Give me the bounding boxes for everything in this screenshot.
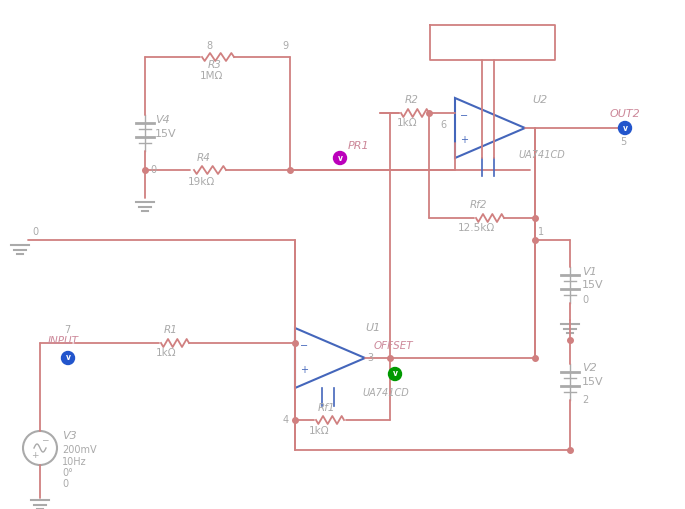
Text: R3: R3 xyxy=(208,60,222,70)
Text: 10Hz: 10Hz xyxy=(62,457,86,467)
Text: +: + xyxy=(460,135,468,145)
Text: R4: R4 xyxy=(197,153,211,163)
Text: 0°: 0° xyxy=(62,468,73,478)
Text: −: − xyxy=(460,111,468,121)
Text: Rf1: Rf1 xyxy=(318,403,336,413)
Text: 2: 2 xyxy=(582,395,588,405)
Text: 3: 3 xyxy=(367,353,373,363)
Text: v: v xyxy=(66,353,71,362)
Text: V3: V3 xyxy=(62,431,77,441)
Text: 0: 0 xyxy=(32,227,38,237)
Text: +: + xyxy=(300,365,308,375)
Text: 8: 8 xyxy=(206,41,212,51)
Text: 0: 0 xyxy=(62,479,68,489)
Text: 4: 4 xyxy=(283,415,289,425)
Text: v: v xyxy=(623,124,627,132)
Text: −: − xyxy=(41,436,49,444)
Text: 1MΩ: 1MΩ xyxy=(200,71,223,81)
Circle shape xyxy=(619,122,632,134)
Circle shape xyxy=(334,152,347,164)
Text: V1: V1 xyxy=(582,267,597,277)
Text: 15V: 15V xyxy=(155,129,177,139)
Circle shape xyxy=(388,367,401,381)
Text: UA741CD: UA741CD xyxy=(362,388,409,398)
Text: v: v xyxy=(338,154,342,162)
Text: 7: 7 xyxy=(64,325,71,335)
Text: 15V: 15V xyxy=(582,377,603,387)
Text: 1: 1 xyxy=(538,227,544,237)
Text: R1: R1 xyxy=(164,325,178,335)
Text: −: − xyxy=(300,341,308,351)
Text: V4: V4 xyxy=(155,115,170,125)
Text: Rf2: Rf2 xyxy=(470,200,488,210)
Text: 1kΩ: 1kΩ xyxy=(309,426,329,436)
Circle shape xyxy=(62,352,75,364)
Text: OUT2: OUT2 xyxy=(610,109,640,119)
Text: 15V: 15V xyxy=(582,280,603,290)
Text: v: v xyxy=(393,370,397,379)
Text: 0: 0 xyxy=(150,165,156,175)
Text: OFFSET: OFFSET xyxy=(374,341,414,351)
Text: V2: V2 xyxy=(582,363,597,373)
Text: 1kΩ: 1kΩ xyxy=(397,118,418,128)
Text: U1: U1 xyxy=(365,323,380,333)
Text: 200mV: 200mV xyxy=(62,445,97,455)
Text: 5: 5 xyxy=(620,137,626,147)
Text: +: + xyxy=(32,451,39,461)
Text: UA741CD: UA741CD xyxy=(518,150,564,160)
Text: 1kΩ: 1kΩ xyxy=(156,348,177,358)
Text: 19kΩ: 19kΩ xyxy=(188,177,215,187)
Text: 9: 9 xyxy=(282,41,288,51)
Text: 0: 0 xyxy=(582,295,588,305)
Text: PR1: PR1 xyxy=(348,141,370,151)
Text: INPUT: INPUT xyxy=(48,336,79,346)
Text: U2: U2 xyxy=(532,95,547,105)
Text: 12.5kΩ: 12.5kΩ xyxy=(458,223,495,233)
Text: R2: R2 xyxy=(405,95,419,105)
Text: 6: 6 xyxy=(440,120,446,130)
